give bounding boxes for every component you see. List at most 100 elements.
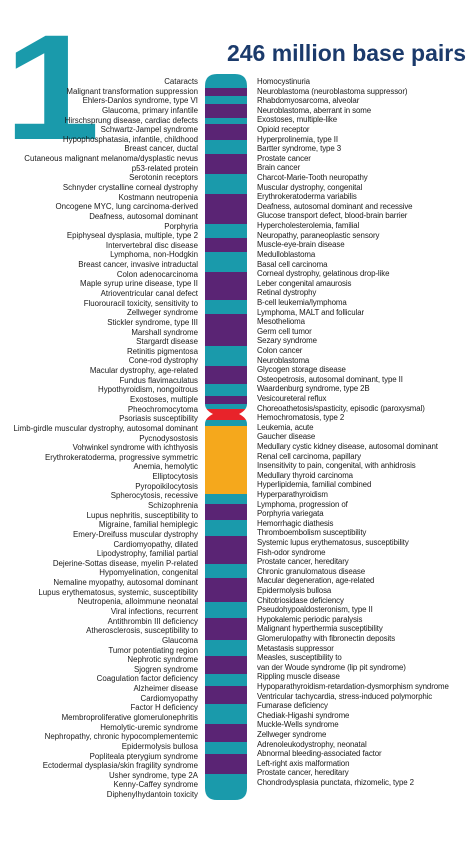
gene-label: Hirschsprung disease, cardiac defects bbox=[64, 115, 198, 125]
gene-label: Kostmann neutropenia bbox=[118, 192, 198, 202]
gene-label: Retinitis pigmentosa bbox=[126, 346, 198, 356]
gene-label: Hypercholesterolemia, familial bbox=[257, 221, 360, 230]
chromosome-band bbox=[205, 346, 247, 366]
gene-label: Elliptocytosis bbox=[152, 472, 198, 481]
gene-label: Macular degeneration, age-related bbox=[257, 576, 375, 586]
gene-label: Zellweger syndrome bbox=[257, 730, 327, 739]
gene-label: Chronic granulomatous disease bbox=[257, 566, 366, 576]
gene-label: Medullary thyroid carcinoma bbox=[257, 470, 353, 480]
gene-label: Coagulation factor deficiency bbox=[96, 674, 198, 684]
gene-label: Serotonin receptors bbox=[129, 173, 198, 183]
gene-label: Migraine, familial hemiplegic bbox=[98, 520, 198, 530]
gene-label: Porphyria bbox=[164, 221, 198, 231]
gene-label: Sezary syndrome bbox=[257, 336, 317, 346]
gene-label: Glaucoma, primary infantile bbox=[101, 105, 198, 115]
gene-label: Schnyder crystalline corneal dystrophy bbox=[62, 183, 198, 192]
chromosome-band bbox=[205, 774, 247, 800]
gene-label: Exostoses, multiple-like bbox=[257, 115, 338, 125]
chromosome-band bbox=[205, 88, 247, 96]
gene-label: Rhabdomyosarcoma, alveolar bbox=[257, 96, 360, 106]
chromosome-band bbox=[205, 124, 247, 140]
gene-label: Fundus flavimaculatus bbox=[119, 375, 198, 385]
gene-label: Cardiomyopathy bbox=[140, 693, 198, 703]
gene-label: Malignant transformation suppression bbox=[66, 86, 198, 96]
gene-label: Adrenoleukodystrophy, neonatal bbox=[257, 739, 367, 749]
gene-label: Atherosclerosis, susceptibility to bbox=[86, 626, 198, 636]
gene-label: Basal cell carcinoma bbox=[257, 259, 328, 269]
gene-label: Rippling muscle disease bbox=[257, 672, 340, 682]
gene-label: Epidermolysis bullosa bbox=[121, 741, 198, 751]
gene-label: Mesothelioma bbox=[257, 317, 305, 327]
gene-label: Kenny-Caffey syndrome bbox=[113, 780, 198, 790]
gene-label: Nemaline myopathy, autosomal dominant bbox=[53, 578, 198, 587]
gene-label: Left-right axis malformation bbox=[257, 758, 350, 768]
gene-label: Measles, susceptibility to bbox=[257, 653, 342, 663]
gene-label: Schwartz-Jampel syndrome bbox=[100, 125, 198, 135]
chromosome-band bbox=[205, 674, 247, 686]
gene-label: Germ cell tumor bbox=[257, 326, 312, 336]
gene-label: Diphenylhydantoin toxicity bbox=[106, 790, 198, 799]
gene-label: Metastasis suppressor bbox=[257, 643, 334, 653]
chromosome-band bbox=[205, 140, 247, 154]
gene-label: Lymphoma, MALT and follicular bbox=[257, 307, 365, 317]
gene-label: Lupus nephritis, susceptibility to bbox=[86, 510, 198, 520]
gene-label: Lymphoma, non-Hodgkin bbox=[110, 250, 198, 260]
gene-label: Insensitivity to pain, congenital, with … bbox=[257, 461, 416, 471]
gene-label: Muscle-eye-brain disease bbox=[257, 240, 345, 250]
gene-label: Pheochromocytoma bbox=[127, 404, 198, 414]
gene-label: Cutaneous malignant melanoma/dysplastic … bbox=[24, 154, 198, 164]
chromosome-band bbox=[205, 300, 247, 314]
gene-label: Cardiomyopathy, dilated bbox=[113, 539, 198, 549]
gene-label: Brain cancer bbox=[257, 163, 301, 173]
gene-label: Chediak-Higashi syndrome bbox=[257, 710, 350, 720]
gene-label: Chondrodysplasia punctata, rhizomelic, t… bbox=[257, 778, 414, 787]
gene-label: Glaucoma bbox=[162, 635, 198, 645]
chromosome-band bbox=[205, 494, 247, 504]
chromosome-band bbox=[205, 504, 247, 520]
chromosome-band bbox=[205, 404, 247, 409]
chromosome-band bbox=[205, 366, 247, 384]
gene-label: Deafness, autosomal dominant and recessi… bbox=[257, 201, 413, 211]
chromosome-band bbox=[205, 656, 247, 674]
gene-label: Corneal dystrophy, gelatinous drop-like bbox=[257, 269, 390, 279]
gene-label: Epiphyseal dysplasia, multiple, type 2 bbox=[66, 231, 198, 241]
gene-label: Pseudohypoaldosteronism, type II bbox=[257, 605, 373, 615]
gene-label: Prostate cancer bbox=[257, 153, 311, 163]
chromosome-band bbox=[205, 396, 247, 404]
gene-label: Stickler syndrome, type III bbox=[107, 317, 198, 327]
chromosome-band bbox=[205, 238, 247, 252]
chromosome-band bbox=[205, 618, 247, 640]
chromosome-band bbox=[205, 420, 247, 426]
chromosome-band bbox=[205, 520, 247, 536]
gene-label: Neuroblastoma (neuroblastoma suppressor) bbox=[257, 86, 408, 96]
chromosome-band bbox=[205, 272, 247, 300]
gene-label: Dejerine-Sottas disease, myelin P-relate… bbox=[52, 558, 198, 568]
gene-label: Neuroblastoma, aberrant in some bbox=[257, 105, 372, 115]
gene-label: Hyperlipidemia, familial combined bbox=[257, 480, 372, 490]
gene-label: Hypothyroidism, nongoitrous bbox=[98, 385, 198, 395]
gene-label: Porphyria variegata bbox=[257, 509, 324, 519]
gene-label: Alzheimer disease bbox=[133, 684, 198, 693]
gene-label: Opioid receptor bbox=[257, 125, 310, 134]
gene-label: Atrioventricular canal defect bbox=[100, 289, 198, 298]
gene-label: Marshall syndrome bbox=[131, 327, 198, 337]
gene-label: Renal cell carcinoma, papillary bbox=[257, 451, 361, 461]
gene-label: Hypokalemic periodic paralysis bbox=[257, 614, 363, 624]
heterochromatin-band bbox=[205, 426, 247, 494]
gene-label: Cataracts bbox=[164, 77, 198, 86]
gene-label: Hemorrhagic diathesis bbox=[257, 518, 334, 528]
chromosome-band bbox=[205, 96, 247, 104]
gene-label: Colon cancer bbox=[257, 345, 303, 355]
gene-label: Glucose transport defect, blood-brain ba… bbox=[257, 211, 408, 221]
gene-label: Muckle-Wells syndrome bbox=[257, 720, 339, 730]
gene-label: Osteopetrosis, autosomal dominant, type … bbox=[257, 374, 403, 384]
gene-label: Nephropathy, chronic hypocomplementemic bbox=[44, 732, 198, 742]
chromosome-band bbox=[205, 742, 247, 754]
gene-label: Schizophrenia bbox=[147, 500, 198, 510]
gene-label: Gaucher disease bbox=[257, 432, 316, 442]
gene-label: p53-related protein bbox=[131, 163, 198, 173]
gene-label: Leber congenital amaurosis bbox=[257, 278, 352, 288]
gene-label: Muscular dystrophy, congenital bbox=[257, 182, 363, 192]
gene-label: Lipodystrophy, familial partial bbox=[96, 549, 198, 559]
gene-label: B-cell leukemia/lymphoma bbox=[257, 297, 347, 307]
